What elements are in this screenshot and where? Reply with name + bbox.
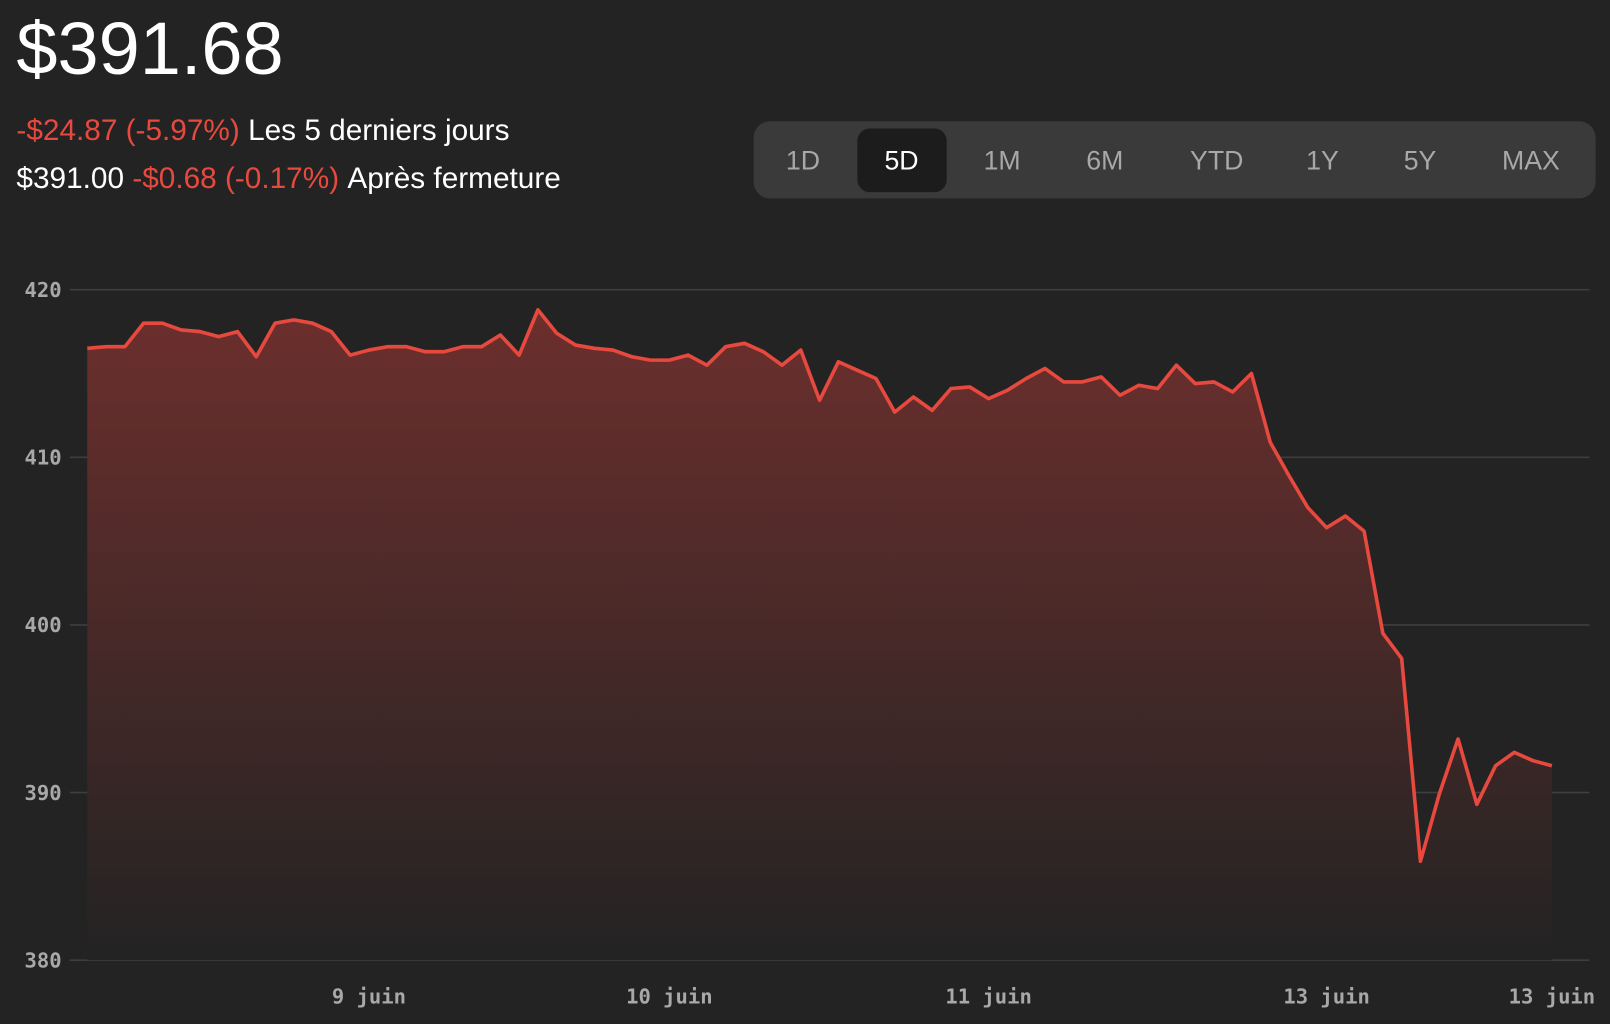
x-tick-label: 10 juin: [626, 984, 712, 1008]
y-tick-label: 410: [25, 446, 62, 470]
change: -$24.87 (-5.97%): [16, 114, 239, 147]
range-button[interactable]: MAX: [1502, 146, 1560, 176]
range-bar: [753, 121, 1596, 199]
after-hours-label: Après fermeture: [347, 162, 560, 195]
x-tick-label: 13 juin: [1283, 984, 1369, 1008]
after-hours-change: -$0.68 (-0.17%): [132, 162, 339, 195]
x-tick-label: 11 juin: [945, 984, 1031, 1008]
after-hours-price: $391.00: [16, 162, 124, 195]
range-button-selected[interactable]: [857, 128, 947, 193]
area-fill: [87, 309, 1552, 961]
price: $391.68: [16, 7, 283, 90]
price-line: [87, 308, 1553, 864]
range-button[interactable]: 1Y: [1306, 146, 1339, 176]
y-tick-label: 390: [25, 781, 62, 805]
x-tick-label: 13 juin: [1509, 984, 1595, 1008]
range-button[interactable]: 5Y: [1404, 146, 1437, 176]
y-tick-label: 400: [25, 613, 62, 637]
range-button[interactable]: 5D: [884, 146, 918, 176]
range-button[interactable]: 1D: [786, 146, 820, 176]
period: Les 5 derniers jours: [248, 114, 509, 147]
range-button[interactable]: 1M: [984, 146, 1021, 176]
range-button[interactable]: YTD: [1190, 146, 1243, 176]
change-line: -$24.87 (-5.97%) Les 5 derniers jours: [16, 114, 509, 147]
y-tick-label: 420: [25, 278, 62, 302]
range-button[interactable]: 6M: [1086, 146, 1123, 176]
x-tick-label: 9 juin: [332, 984, 406, 1008]
after-hours-line: $391.00 -$0.68 (-0.17%) Après fermeture: [16, 162, 560, 195]
y-tick-label: 380: [25, 948, 62, 972]
